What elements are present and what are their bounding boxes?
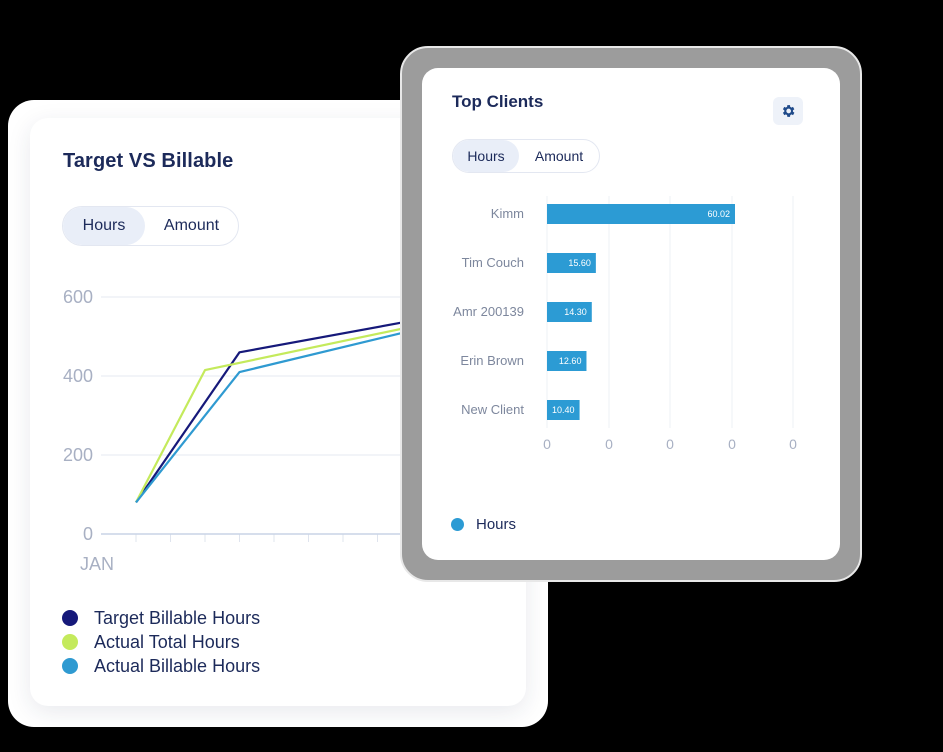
- target-card-title: Target VS Billable: [63, 150, 234, 172]
- x-tick-label: JAN: [80, 554, 114, 574]
- settings-button[interactable]: [773, 97, 803, 125]
- bar-value-label: 12.60: [559, 356, 582, 366]
- x-tick-label: 0: [543, 436, 551, 452]
- amount-toggle-button[interactable]: Amount: [163, 217, 220, 234]
- hours-toggle-button[interactable]: Hours: [63, 207, 145, 245]
- series-line-target: [135, 319, 413, 504]
- legend-dot: [451, 518, 464, 531]
- line-chart-legend: Target Billable Hours Actual Total Hours…: [62, 606, 260, 678]
- legend-item-actual-billable: Actual Billable Hours: [62, 654, 260, 678]
- legend-label: Actual Total Hours: [94, 631, 240, 652]
- bar-value-label: 60.02: [707, 209, 730, 219]
- category-label: Tim Couch: [462, 255, 524, 270]
- bar-value-label: 10.40: [552, 405, 575, 415]
- bar-value-label: 14.30: [564, 307, 587, 317]
- y-tick-label: 200: [63, 445, 93, 465]
- bar: [547, 204, 735, 224]
- series-line-actual-total: [135, 325, 413, 503]
- bar-chart-bars: [547, 204, 735, 420]
- y-tick-label: 400: [63, 366, 93, 386]
- x-tick-label: 0: [605, 436, 613, 452]
- legend-dot: [62, 658, 78, 674]
- legend-item-target: Target Billable Hours: [62, 606, 260, 630]
- category-label: Amr 200139: [453, 304, 524, 319]
- bar-chart-grid: [546, 196, 794, 428]
- bar: [547, 351, 587, 371]
- target-card-toggle: Hours Amount: [62, 206, 239, 246]
- legend-item-actual-total: Actual Total Hours: [62, 630, 260, 654]
- bar: [547, 253, 596, 273]
- y-tick-label: 0: [83, 524, 93, 544]
- amount-toggle-button[interactable]: Amount: [534, 148, 584, 164]
- legend-label: Actual Billable Hours: [94, 655, 261, 676]
- bar-chart-legend: Hours: [451, 516, 516, 533]
- top-clients-toggle: Hours Amount: [452, 139, 600, 173]
- series-line-actual-billable: [135, 329, 413, 504]
- legend-dot: [62, 610, 78, 626]
- category-label: New Client: [461, 402, 524, 417]
- top-clients-title: Top Clients: [452, 92, 544, 111]
- x-tick-label: 0: [728, 436, 736, 452]
- category-label: Kimm: [491, 206, 524, 221]
- gear-icon: [782, 105, 795, 117]
- bar: [547, 400, 580, 420]
- bar-chart-labels: Kimm 60.02 Tim Couch 15.60 Amr 200139 14.30 Er…: [453, 206, 797, 452]
- legend-label: Hours: [476, 516, 517, 533]
- line-chart-series: [135, 319, 413, 504]
- hours-toggle-button[interactable]: Hours: [453, 140, 519, 172]
- y-tick-label: 600: [63, 287, 93, 307]
- x-tick-label: 0: [666, 436, 674, 452]
- legend-label: Target Billable Hours: [94, 607, 261, 628]
- bar-value-label: 15.60: [568, 258, 591, 268]
- category-label: Erin Brown: [460, 353, 524, 368]
- x-tick-label: 0: [789, 436, 797, 452]
- bar: [547, 302, 592, 322]
- legend-dot: [62, 634, 78, 650]
